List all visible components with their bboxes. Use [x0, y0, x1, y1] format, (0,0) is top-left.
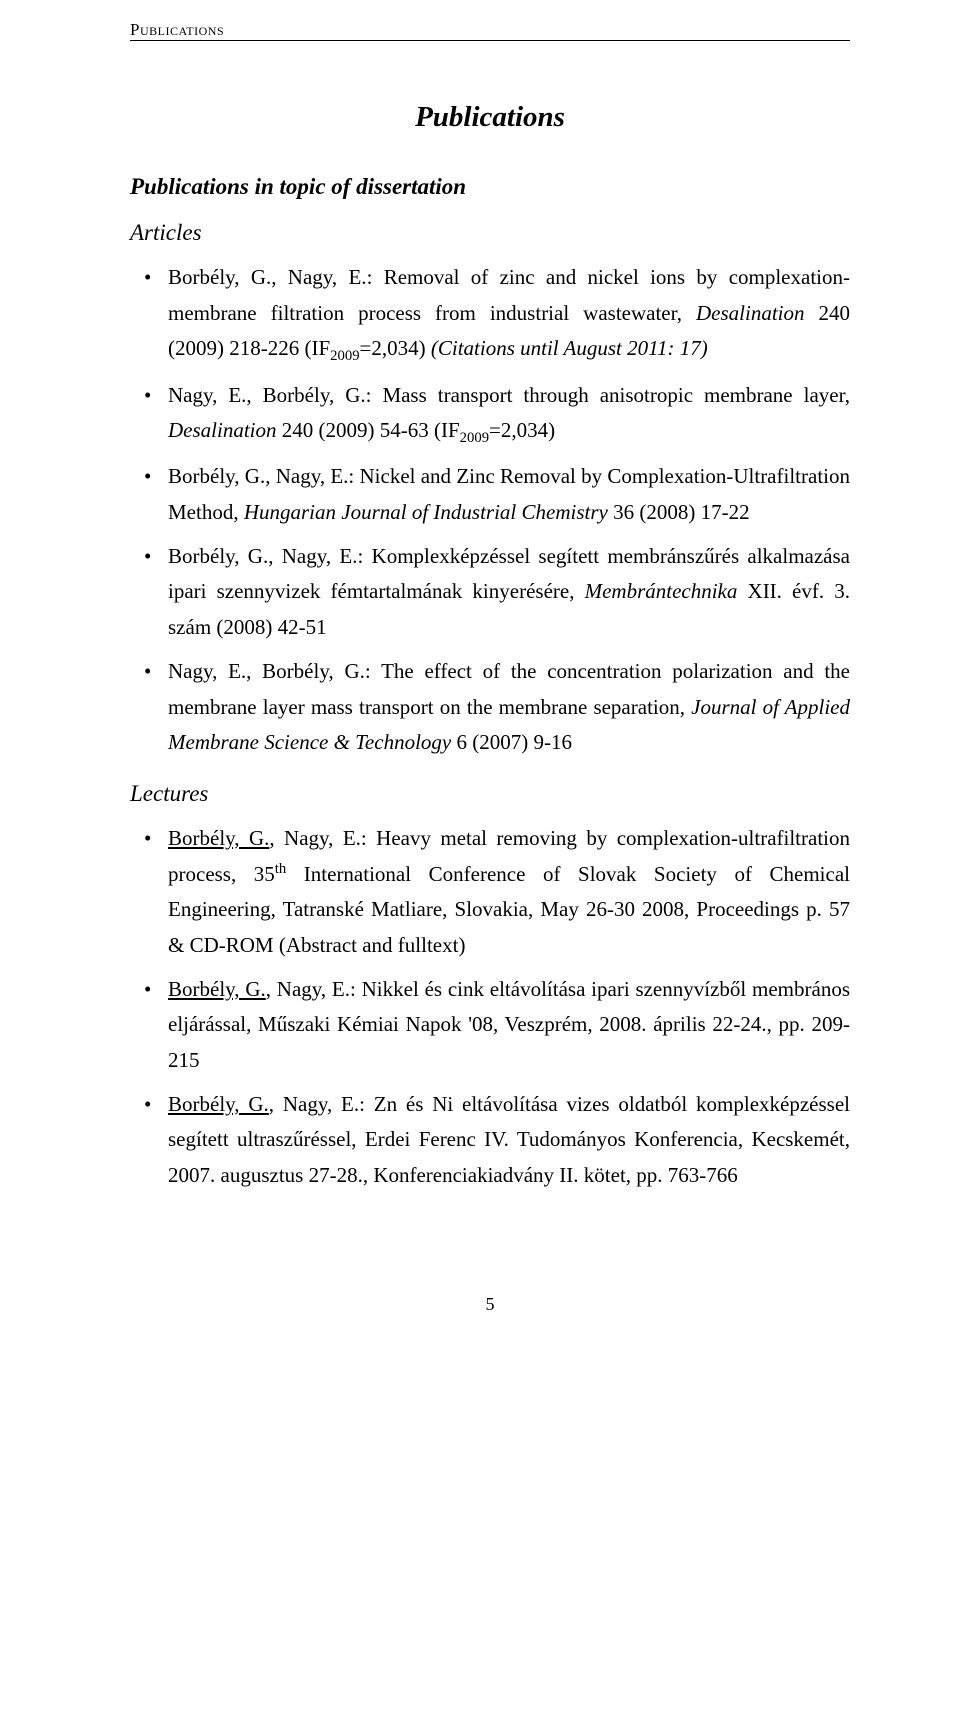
article-tail: =2,034)	[360, 336, 431, 360]
lecture-coauthors: , Nagy, E.	[266, 977, 350, 1001]
article-vol: 36 (2008) 17-22	[608, 500, 750, 524]
article-authors: Nagy, E., Borbély, G.	[168, 383, 366, 407]
article-journal: Desalination	[168, 418, 277, 442]
article-tail: =2,034)	[489, 418, 555, 442]
running-header-text: Publications	[130, 20, 224, 39]
article-journal: Desalination	[696, 301, 805, 325]
page-container: Publications Publications Publications i…	[0, 0, 960, 1355]
lecture-presenter: Borbély, G.	[168, 1092, 269, 1116]
lecture-presenter: Borbély, G.	[168, 977, 266, 1001]
subhead-lectures: Lectures	[130, 781, 850, 807]
article-item: Borbély, G., Nagy, E.: Komplexképzéssel …	[168, 539, 850, 646]
article-authors: Borbély, G., Nagy, E.	[168, 464, 348, 488]
article-authors: Nagy, E., Borbély, G.	[168, 659, 365, 683]
lecture-item: Borbély, G., Nagy, E.: Heavy metal remov…	[168, 821, 850, 964]
page-number: 5	[130, 1294, 850, 1315]
article-vol: 6 (2007) 9-16	[451, 730, 572, 754]
page-title: Publications	[130, 101, 850, 134]
articles-list: Borbély, G., Nagy, E.: Removal of zinc a…	[130, 260, 850, 761]
section-dissertation: Publications in topic of dissertation	[130, 174, 850, 200]
lectures-list: Borbély, G., Nagy, E.: Heavy metal remov…	[130, 821, 850, 1194]
lecture-item: Borbély, G., Nagy, E.: Zn és Ni eltávolí…	[168, 1087, 850, 1194]
article-item: Nagy, E., Borbély, G.: Mass transport th…	[168, 378, 850, 452]
lecture-item: Borbély, G., Nagy, E.: Nikkel és cink el…	[168, 972, 850, 1079]
article-journal: Membrántechnika	[585, 579, 738, 603]
if-year: 2009	[330, 349, 359, 365]
lecture-coauthors: , Nagy, E.	[269, 826, 361, 850]
lecture-coauthors: , Nagy, E.	[269, 1092, 359, 1116]
ordinal-sup: th	[275, 861, 286, 877]
article-authors: Borbély, G., Nagy, E.	[168, 265, 367, 289]
article-authors: Borbély, G., Nagy, E.	[168, 544, 357, 568]
article-citations: (Citations until August 2011: 17)	[431, 336, 708, 360]
lecture-presenter: Borbély, G.	[168, 826, 269, 850]
if-year: 2009	[460, 430, 489, 446]
article-item: Nagy, E., Borbély, G.: The effect of the…	[168, 654, 850, 761]
article-item: Borbély, G., Nagy, E.: Removal of zinc a…	[168, 260, 850, 370]
article-text: : Mass transport through anisotropic mem…	[366, 383, 850, 407]
article-item: Borbély, G., Nagy, E.: Nickel and Zinc R…	[168, 459, 850, 530]
article-journal: Hungarian Journal of Industrial Chemistr…	[244, 500, 608, 524]
subhead-articles: Articles	[130, 220, 850, 246]
running-header: Publications	[130, 20, 850, 41]
article-vol: 240 (2009) 54-63 (IF	[277, 418, 460, 442]
